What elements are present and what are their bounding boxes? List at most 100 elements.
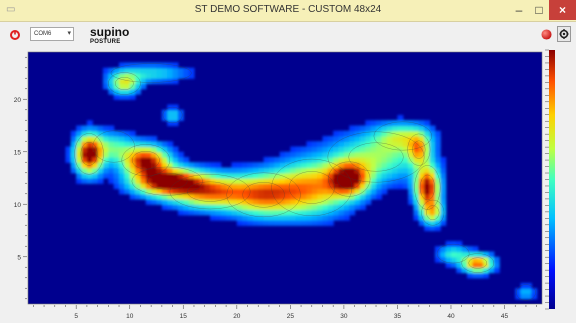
maximize-button[interactable]: □	[535, 3, 543, 17]
heatmap-cell	[413, 199, 420, 205]
heatmap-cell	[408, 157, 415, 163]
heatmap-cell	[129, 78, 136, 85]
heatmap-cell	[113, 67, 120, 74]
heatmap-cell	[92, 172, 99, 179]
heatmap-cell	[215, 209, 222, 216]
heatmap-cell	[327, 172, 334, 179]
heatmap-cell	[268, 199, 275, 205]
heatmap-cell	[392, 167, 399, 174]
heatmap-cell	[376, 136, 382, 142]
heatmap-cell	[370, 167, 377, 174]
record-icon[interactable]	[541, 29, 552, 40]
heatmap-cell	[408, 141, 415, 148]
settings-icon	[559, 29, 569, 39]
heatmap-cell	[145, 73, 152, 79]
port-select[interactable]: COM6 ▾	[30, 27, 74, 41]
heatmap-cell	[268, 188, 275, 195]
heatmap-cell	[177, 67, 184, 74]
heatmap-cell	[392, 151, 399, 158]
heatmap-cell	[161, 178, 168, 184]
heatmap-cell	[488, 256, 495, 263]
heatmap-cell	[226, 167, 233, 174]
heatmap-cell	[456, 262, 463, 268]
heatmap-cell	[322, 162, 329, 169]
heatmap-cell	[113, 172, 120, 179]
heatmap-cell	[167, 167, 174, 174]
disconnect-icon[interactable]	[10, 30, 20, 40]
heatmap-cell	[247, 188, 254, 195]
heatmap-cell	[86, 141, 93, 148]
heatmap-cell	[418, 193, 425, 200]
heatmap-cell	[220, 167, 227, 174]
heatmap-cell	[199, 209, 206, 216]
heatmap-cell	[231, 167, 238, 174]
heatmap-cell	[177, 183, 184, 190]
heatmap-cell	[376, 172, 382, 179]
heatmap-cell	[119, 157, 125, 163]
heatmap-cell	[247, 178, 254, 184]
heatmap-cell	[135, 83, 142, 90]
heatmap-cell	[199, 193, 206, 200]
heatmap-cell	[290, 183, 297, 190]
heatmap-cell	[424, 120, 431, 127]
contour-line	[131, 150, 160, 170]
heatmap-cell	[306, 151, 313, 158]
heatmap-cell	[279, 214, 286, 221]
heatmap-cell	[188, 172, 195, 179]
heatmap-cell	[172, 167, 179, 174]
heatmap-cell	[92, 136, 99, 142]
heatmap-cell	[210, 209, 216, 216]
heatmap-cell	[290, 214, 297, 221]
heatmap-cell	[434, 167, 441, 174]
contour-line	[226, 172, 301, 218]
heatmap-cell	[440, 220, 447, 226]
heatmap-cell	[242, 178, 249, 184]
heatmap-cell	[193, 199, 200, 205]
heatmap-cell	[210, 178, 216, 184]
heatmap-cell	[467, 262, 473, 268]
heatmap-cell	[327, 188, 334, 195]
heatmap-cell	[306, 220, 313, 226]
minimize-button[interactable]: –	[515, 3, 523, 17]
heatmap-cell	[172, 62, 179, 69]
heatmap-cell	[397, 151, 404, 158]
contour-line	[348, 142, 404, 172]
title-bar[interactable]: ▭ ST DEMO SOFTWARE - CUSTOM 48x24 – □ ×	[0, 0, 576, 22]
heatmap-cell	[129, 141, 136, 148]
heatmap-cell	[129, 83, 136, 90]
heatmap-cell	[370, 141, 377, 148]
heatmap-cell	[252, 183, 259, 190]
heatmap-cell	[295, 193, 302, 200]
heatmap-cell	[183, 204, 190, 211]
settings-button[interactable]	[557, 26, 571, 42]
heatmap-cell	[343, 204, 350, 211]
close-button[interactable]: ×	[549, 0, 576, 20]
heatmap-cell	[354, 136, 361, 142]
heatmap-cell	[295, 204, 302, 211]
heatmap-cell	[76, 141, 83, 148]
heatmap-cell	[226, 183, 233, 190]
heatmap-cell	[226, 204, 233, 211]
heatmap-cell	[167, 172, 174, 179]
heatmap-cell	[177, 115, 184, 121]
heatmap-cell	[135, 157, 142, 163]
heatmap-cell	[354, 204, 361, 211]
heatmap-cell	[70, 146, 77, 153]
heatmap-cell	[279, 157, 286, 163]
heatmap-cell	[333, 141, 340, 148]
heatmap-cell	[483, 267, 490, 274]
heatmap-cell	[86, 130, 93, 137]
heatmap-cell	[424, 157, 431, 163]
heatmap-cell	[177, 204, 184, 211]
heatmap-cell	[338, 183, 345, 190]
heatmap-cell	[102, 167, 109, 174]
heatmap-cell	[199, 162, 206, 169]
heatmap-cell	[434, 256, 441, 263]
heatmap-cell	[113, 88, 120, 95]
heatmap-cell	[424, 167, 431, 174]
heatmap-cell	[247, 209, 254, 216]
heatmap-cell	[145, 193, 152, 200]
heatmap-cell	[349, 183, 356, 190]
heatmap-cell	[354, 167, 361, 174]
heatmap-cell	[167, 188, 174, 195]
